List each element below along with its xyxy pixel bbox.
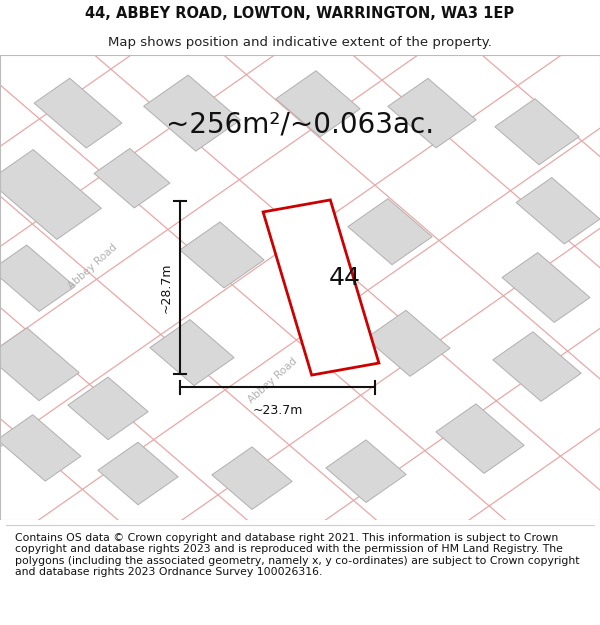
Polygon shape — [436, 404, 524, 473]
Polygon shape — [180, 222, 264, 288]
Polygon shape — [326, 440, 406, 503]
Text: Abbey Road: Abbey Road — [247, 356, 299, 405]
Text: ~28.7m: ~28.7m — [160, 262, 173, 312]
Text: ~256m²/~0.063ac.: ~256m²/~0.063ac. — [166, 111, 434, 139]
Polygon shape — [0, 245, 75, 311]
Polygon shape — [34, 78, 122, 148]
Polygon shape — [388, 78, 476, 148]
Polygon shape — [150, 319, 234, 386]
Polygon shape — [143, 75, 241, 151]
Polygon shape — [263, 200, 379, 375]
Polygon shape — [348, 199, 432, 265]
Polygon shape — [516, 177, 600, 244]
Polygon shape — [493, 332, 581, 401]
Polygon shape — [276, 71, 360, 137]
Text: 44: 44 — [329, 266, 361, 290]
Polygon shape — [0, 149, 101, 239]
Polygon shape — [94, 149, 170, 208]
Text: Abbey Road: Abbey Road — [67, 242, 119, 291]
Polygon shape — [0, 415, 81, 481]
Polygon shape — [0, 328, 79, 401]
Polygon shape — [98, 442, 178, 505]
Text: Contains OS data © Crown copyright and database right 2021. This information is : Contains OS data © Crown copyright and d… — [15, 532, 580, 578]
Polygon shape — [495, 99, 579, 165]
Polygon shape — [366, 310, 450, 376]
Text: ~23.7m: ~23.7m — [253, 404, 302, 417]
Text: Map shows position and indicative extent of the property.: Map shows position and indicative extent… — [108, 36, 492, 49]
Text: 44, ABBEY ROAD, LOWTON, WARRINGTON, WA3 1EP: 44, ABBEY ROAD, LOWTON, WARRINGTON, WA3 … — [85, 6, 515, 21]
Polygon shape — [212, 447, 292, 509]
Polygon shape — [502, 253, 590, 322]
Polygon shape — [68, 377, 148, 439]
